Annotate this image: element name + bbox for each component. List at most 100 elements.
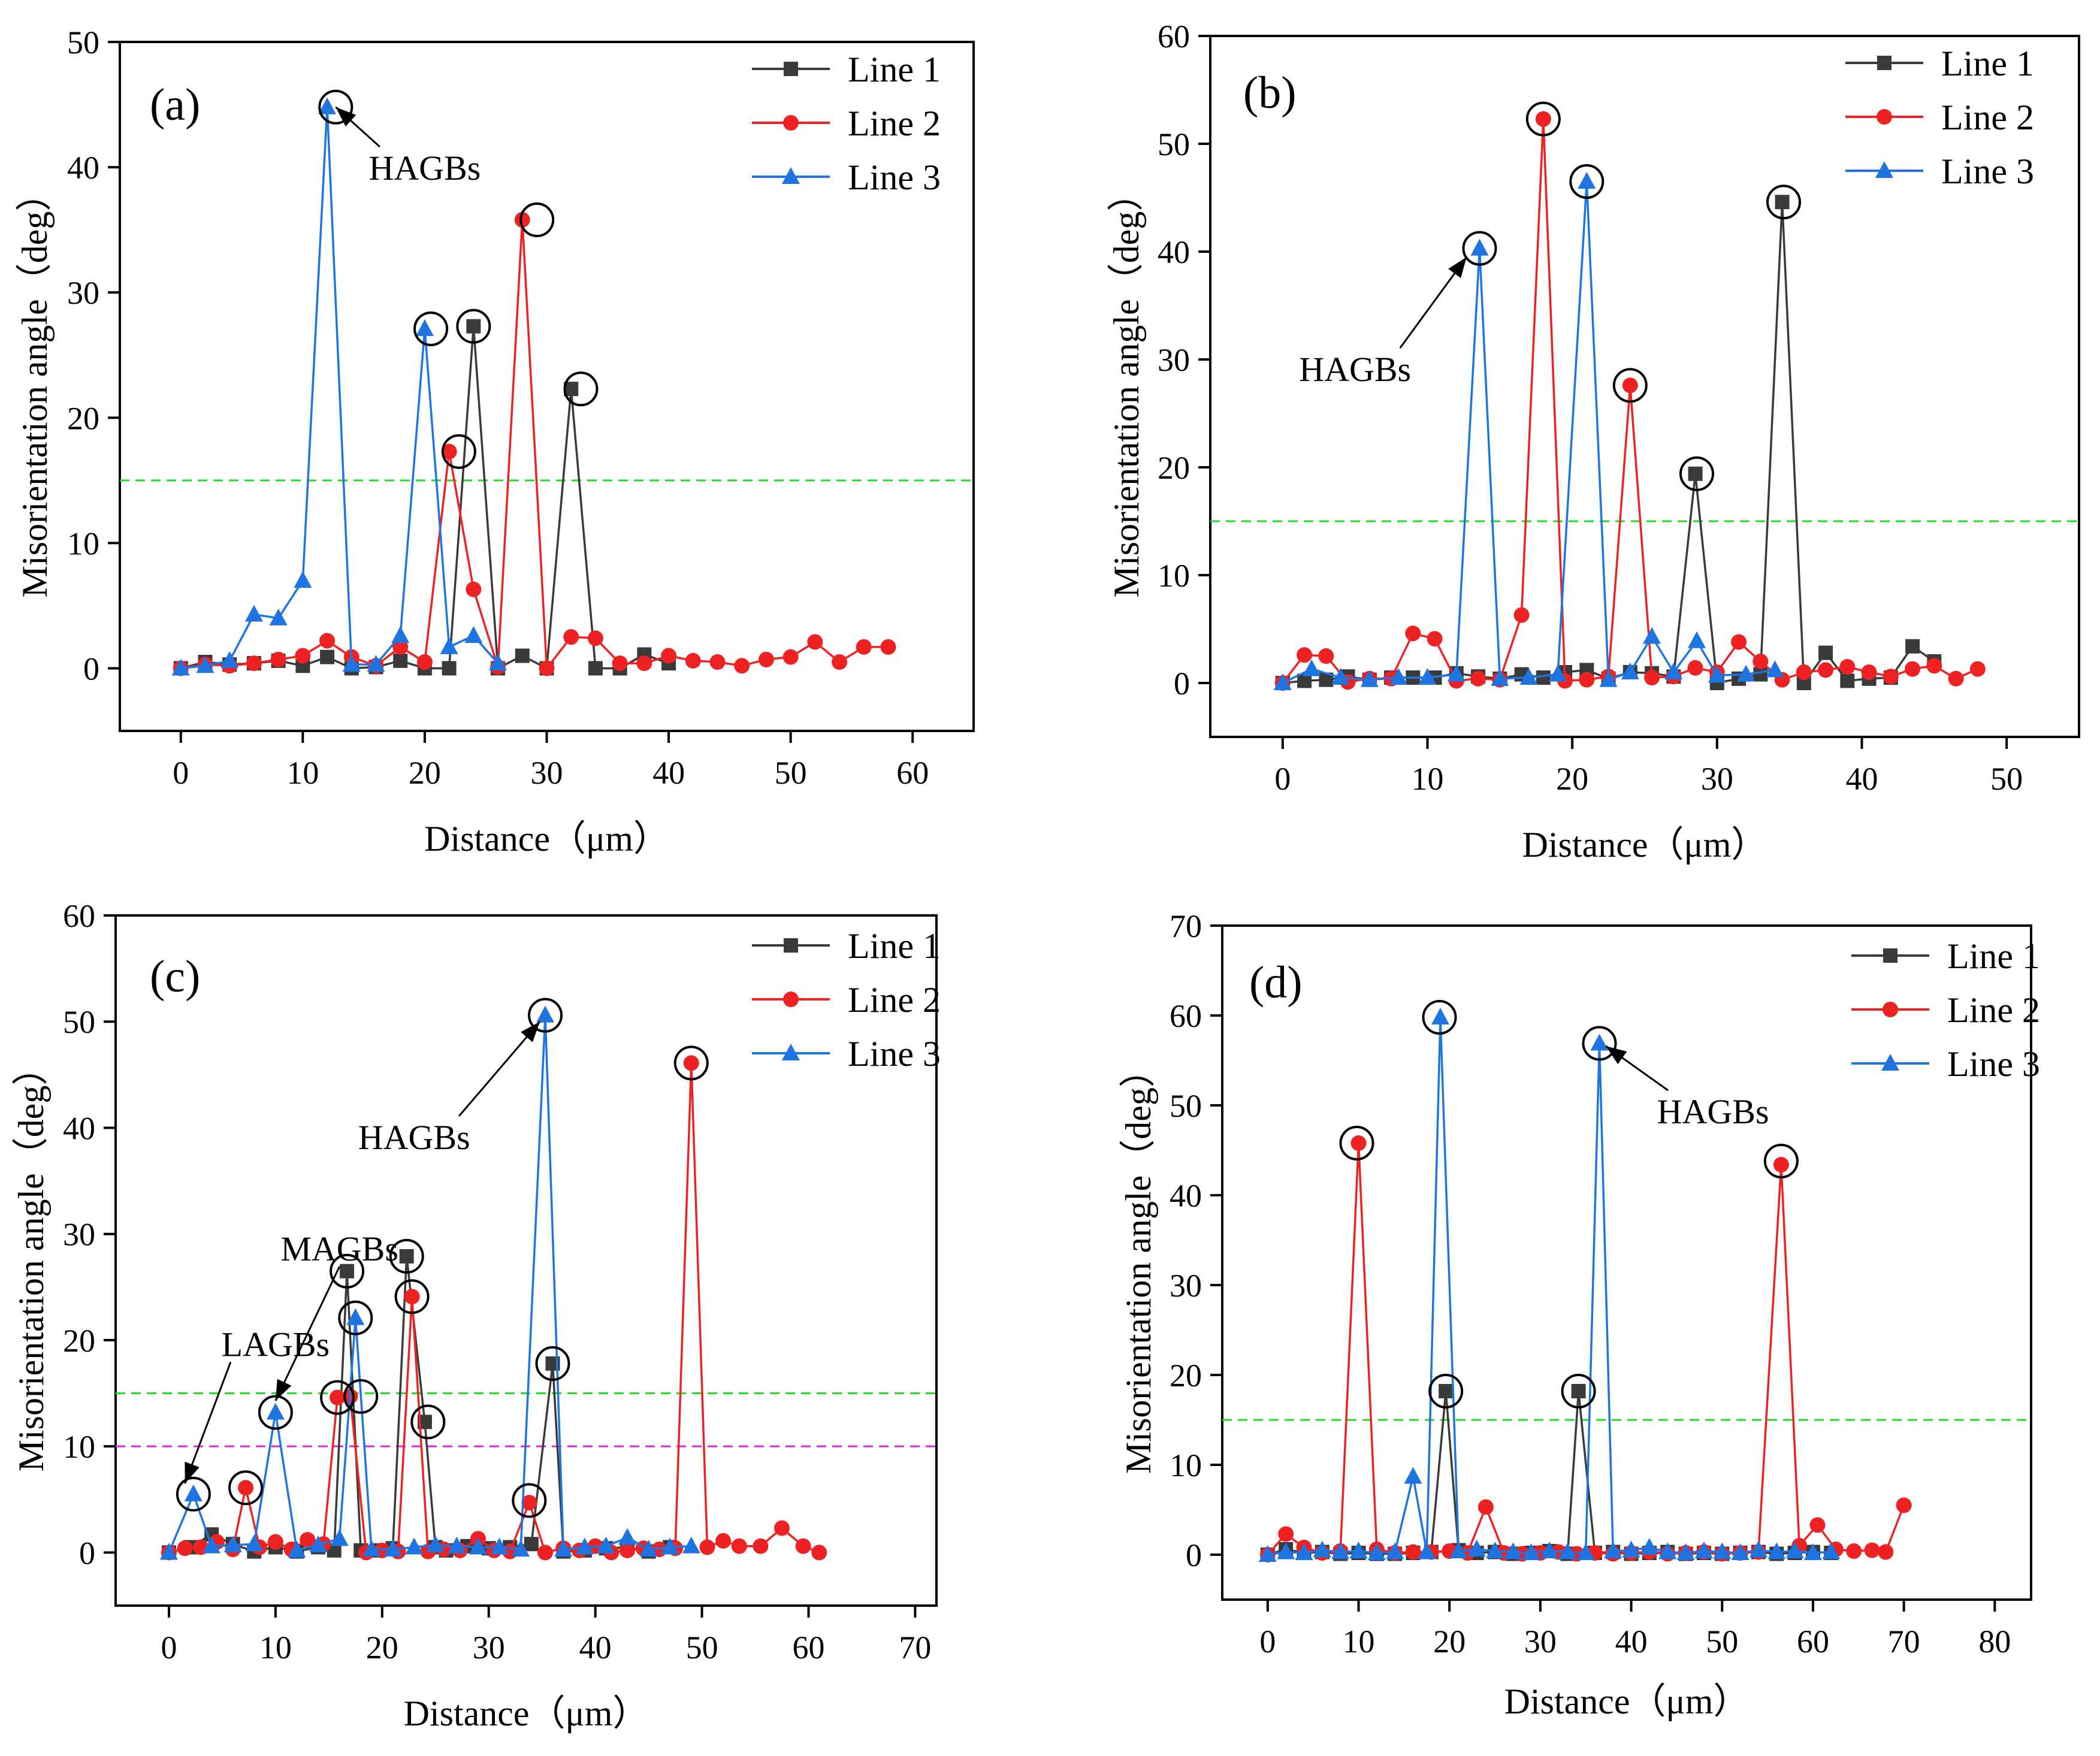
annotation-label: HAGBs (1657, 1092, 1769, 1131)
data-point (1449, 1542, 1468, 1558)
data-point (618, 1528, 637, 1545)
data-point (1350, 1135, 1367, 1151)
data-point (1427, 631, 1443, 647)
x-tick-label: 50 (686, 1630, 718, 1666)
data-point (466, 581, 482, 597)
data-point (319, 633, 336, 649)
circled-point (1422, 1000, 1457, 1035)
data-point (1731, 634, 1747, 650)
y-axis-label: Misorientation angle（deg） (11, 1050, 51, 1472)
data-point (1840, 673, 1855, 688)
data-point (1590, 1033, 1609, 1051)
legend: Line 1 Line 2 Line 3 (752, 926, 941, 1074)
data-point (177, 1540, 193, 1556)
circled-point (176, 1476, 211, 1512)
data-point (246, 655, 262, 672)
data-point (1571, 1384, 1586, 1398)
legend-entry: Line 2 (1941, 98, 2034, 137)
data-point (807, 634, 823, 650)
data-point (440, 637, 458, 654)
circled-point (528, 998, 563, 1033)
data-point (1278, 1526, 1294, 1542)
y-tick-label: 60 (63, 898, 95, 934)
data-point (524, 1537, 539, 1552)
legend-entry: Line 1 (848, 50, 941, 89)
data-point (1737, 664, 1755, 682)
data-point (795, 1538, 811, 1554)
circled-point (394, 1279, 430, 1314)
data-point (320, 649, 335, 664)
data-point (539, 660, 555, 676)
x-tick-label: 40 (579, 1630, 612, 1666)
x-tick-label: 30 (1701, 761, 1733, 797)
data-point (1644, 670, 1660, 685)
panel-label: (d) (1249, 957, 1303, 1008)
circled-point (1763, 1144, 1799, 1178)
data-point (270, 651, 286, 667)
data-point (1766, 660, 1784, 678)
data-point (367, 655, 385, 672)
legend-marker (782, 167, 800, 184)
data-point (709, 654, 726, 670)
circled-point (563, 371, 599, 407)
data-point (1818, 645, 1833, 660)
y-tick-label: 0 (83, 651, 99, 687)
data-point (300, 1532, 316, 1548)
series-line (168, 1062, 820, 1554)
data-point (1447, 664, 1466, 682)
data-point (1846, 1543, 1862, 1559)
circled-point (1428, 1374, 1464, 1409)
data-point (685, 652, 701, 669)
circled-point (519, 202, 555, 237)
x-tick-label: 10 (1412, 761, 1444, 797)
data-point (782, 649, 799, 665)
data-point (266, 1403, 285, 1420)
legend: Line 1 Line 2 Line 3 (1851, 936, 2040, 1084)
y-tick-label: 0 (1186, 1537, 1202, 1573)
x-tick-label: 70 (1888, 1624, 1920, 1660)
data-point (1688, 631, 1706, 648)
x-tick-label: 20 (1556, 761, 1588, 797)
data-point (515, 648, 530, 663)
data-point (1861, 664, 1877, 680)
data-point (1948, 670, 1964, 687)
data-point (1604, 1542, 1622, 1558)
x-tick-label: 0 (161, 1630, 177, 1666)
x-tick-label: 40 (652, 755, 685, 791)
y-tick-label: 50 (1158, 126, 1190, 162)
data-point (575, 1537, 594, 1555)
data-point (1297, 647, 1313, 663)
data-point (1558, 1542, 1577, 1559)
legend-marker (1883, 1002, 1898, 1017)
circled-point (1462, 231, 1497, 266)
x-tick-label: 10 (259, 1630, 292, 1666)
data-point (1752, 654, 1769, 669)
legend-entry: Line 1 (1941, 44, 2034, 83)
legend-marker (1877, 109, 1892, 125)
legend-marker (784, 62, 798, 76)
panel-label: (c) (150, 951, 200, 1002)
y-tick-label: 0 (79, 1535, 95, 1571)
data-point (1767, 1542, 1786, 1559)
data-point (512, 1540, 530, 1557)
data-point (269, 608, 288, 625)
x-tick-label: 50 (1990, 761, 2023, 797)
x-tick-label: 60 (1797, 1624, 1829, 1660)
plot-frame (1209, 35, 2080, 738)
circled-point (1582, 1026, 1617, 1061)
data-point (1864, 1542, 1880, 1558)
data-point (1535, 111, 1551, 127)
circled-point (456, 309, 491, 344)
plot-frame (1221, 924, 2032, 1601)
data-point (682, 1536, 700, 1553)
y-tick-label: 10 (67, 525, 99, 561)
legend-marker (1875, 161, 1893, 178)
data-point (1839, 659, 1856, 675)
data-point (1360, 670, 1379, 687)
data-point (1418, 1542, 1436, 1559)
panel-c: 0 10 20 30 40 50 60 70 0 10 20 30 40 50 60 Distance（μm）… (11, 898, 941, 1733)
data-point (340, 1264, 355, 1279)
data-point (1389, 668, 1408, 685)
x-axis-label: Distance（μm） (1504, 1682, 1750, 1721)
